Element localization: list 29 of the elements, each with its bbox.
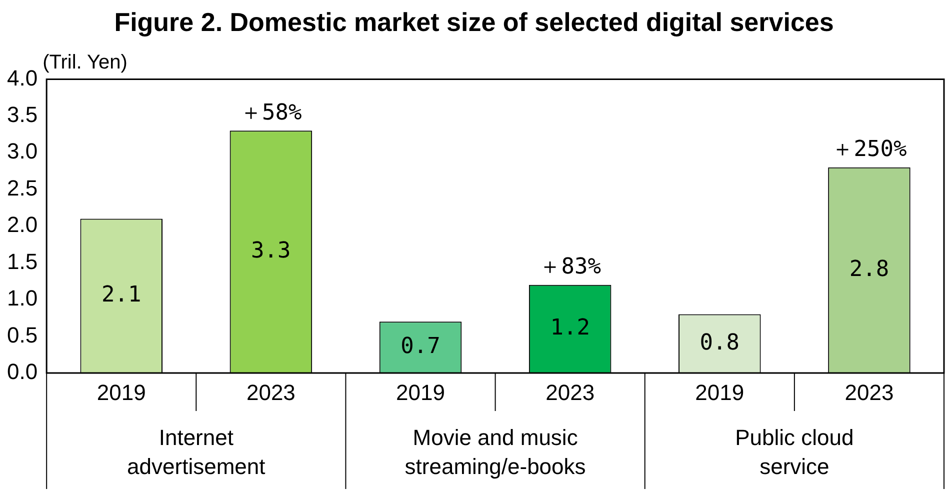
text: 2023	[546, 380, 595, 406]
annotation: ＋58%	[240, 100, 302, 126]
x-tick-label: Movie and music streaming/e-books	[404, 425, 586, 480]
text: 2019	[396, 380, 445, 406]
data-label: 0.8	[700, 330, 740, 356]
y-tick-label: 2.5	[6, 175, 38, 200]
annotation: ＋83%	[539, 254, 601, 280]
text: 2019	[695, 380, 744, 406]
y-tick-label: 0.5	[6, 322, 38, 348]
chart-title: Figure 2. Domestic market size of selected digital services	[114, 6, 834, 37]
y-tick-label: 2.0	[6, 212, 38, 238]
y-tick-label: 3.0	[6, 138, 38, 164]
data-label: 3.3	[251, 238, 291, 264]
x-tick-label: Public cloud service	[735, 425, 854, 480]
series-label: 2019	[96, 380, 146, 406]
y-tick-label: 0.0	[6, 359, 38, 384]
y-tick-label: 3.5	[6, 102, 38, 127]
data-label: 2.1	[101, 282, 142, 308]
y-tick-label: 1.5	[6, 248, 38, 274]
text: 2023	[844, 380, 894, 406]
annotation: ＋250%	[832, 137, 907, 162]
data-label: 1.2	[550, 316, 590, 341]
y-tick-label: 4.0	[6, 65, 38, 90]
y-tick-label: 1.0	[6, 286, 38, 311]
data-label: 2.8	[849, 256, 890, 282]
y-axis-title: (Tril. Yen)	[42, 52, 128, 74]
x-tick-label: Internet advertisement	[127, 425, 266, 480]
series-label: 2023	[246, 380, 296, 406]
data-label: 0.7	[400, 334, 440, 360]
